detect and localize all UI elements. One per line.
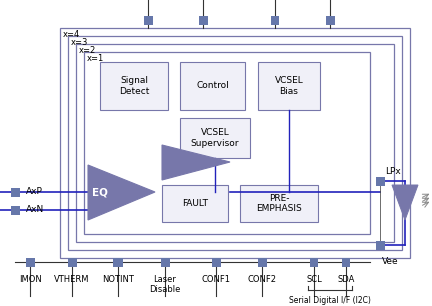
Polygon shape [88, 165, 155, 220]
Bar [84, 52, 370, 234]
Bar [143, 16, 152, 24]
Bar [161, 258, 169, 267]
Text: SDA: SDA [337, 275, 355, 284]
Bar [100, 62, 168, 110]
Bar [25, 258, 35, 267]
Bar [342, 258, 350, 267]
Text: IMON: IMON [19, 275, 41, 284]
Text: AxP: AxP [26, 188, 43, 196]
Text: LPx: LPx [385, 167, 401, 176]
Bar [258, 62, 320, 110]
Bar [162, 185, 228, 222]
Text: FAULT: FAULT [182, 199, 208, 208]
Bar [60, 28, 410, 258]
Text: PRE-
EMPHASIS: PRE- EMPHASIS [256, 194, 302, 213]
Bar [198, 16, 207, 24]
Text: VCSEL
Supervisor: VCSEL Supervisor [191, 128, 239, 148]
Bar [68, 36, 402, 250]
Text: CONF2: CONF2 [248, 275, 276, 284]
Bar [180, 62, 245, 110]
Text: x=4: x=4 [63, 30, 80, 39]
Text: VCSEL
Bias: VCSEL Bias [275, 76, 303, 96]
Polygon shape [162, 145, 230, 180]
Text: Serial Digital I/F (I2C): Serial Digital I/F (I2C) [289, 296, 371, 305]
Bar [240, 185, 318, 222]
Text: x=1: x=1 [87, 54, 104, 63]
Bar [375, 241, 384, 249]
Bar [375, 177, 384, 185]
Bar [67, 258, 76, 267]
Text: NOTINT: NOTINT [102, 275, 134, 284]
Bar [325, 16, 334, 24]
Bar [114, 258, 123, 267]
Text: x=2: x=2 [79, 46, 96, 55]
Bar [212, 258, 220, 267]
Text: Laser
Disable: Laser Disable [149, 275, 181, 294]
Text: Control: Control [196, 81, 229, 91]
Text: EQ: EQ [92, 187, 108, 197]
Bar [309, 258, 318, 267]
Bar [76, 44, 394, 242]
Polygon shape [392, 185, 418, 220]
Bar [270, 16, 280, 24]
Text: Vee: Vee [382, 257, 399, 266]
Bar [10, 188, 19, 196]
Bar [180, 118, 250, 158]
Text: x=3: x=3 [71, 38, 89, 47]
Bar [257, 258, 267, 267]
Text: Signal
Detect: Signal Detect [119, 76, 149, 96]
Text: SCL: SCL [306, 275, 322, 284]
Text: CONF1: CONF1 [201, 275, 231, 284]
Text: VTHERM: VTHERM [54, 275, 90, 284]
Text: AxN: AxN [26, 206, 44, 215]
Bar [10, 206, 19, 215]
